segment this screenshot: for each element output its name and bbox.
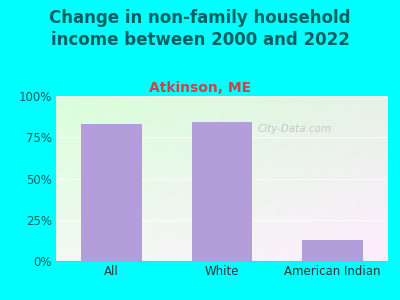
- Bar: [192, 122, 252, 261]
- Text: Change in non-family household
income between 2000 and 2022: Change in non-family household income be…: [49, 9, 351, 49]
- Text: City-Data.com: City-Data.com: [258, 124, 332, 134]
- Bar: [81, 124, 142, 261]
- Bar: [302, 239, 363, 261]
- Text: Atkinson, ME: Atkinson, ME: [149, 81, 251, 95]
